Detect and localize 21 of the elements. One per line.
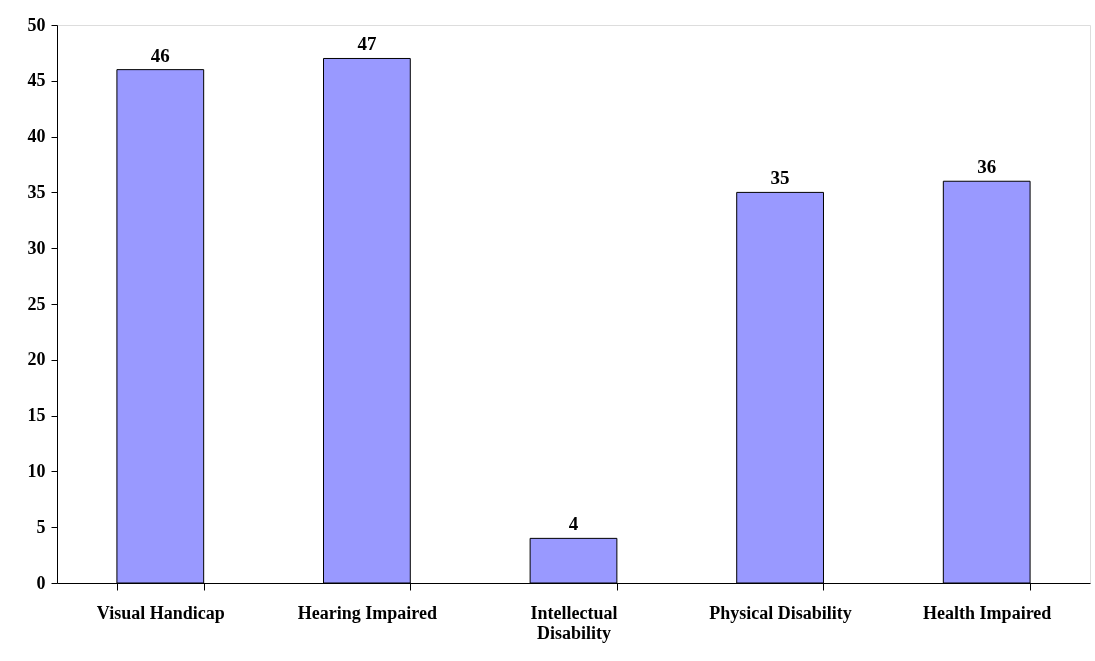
y-tick-label: 40 <box>27 126 46 147</box>
x-tick-label: Intellectual Disability <box>530 602 618 643</box>
data-label: 47 <box>357 33 377 55</box>
y-tick-label: 20 <box>27 349 46 370</box>
y-tick-label: 35 <box>27 181 46 202</box>
data-label: 46 <box>150 44 170 66</box>
x-tick-label: Health Impaired <box>923 602 1052 623</box>
x-tick-label: Physical Disability <box>709 602 852 623</box>
y-tick-label: 0 <box>36 572 46 593</box>
data-label: 35 <box>770 167 790 189</box>
data-label: 36 <box>977 156 997 178</box>
y-tick-label: 25 <box>27 293 46 314</box>
y-tick-label: 50 <box>27 14 46 35</box>
x-tick-label: Hearing Impaired <box>297 602 437 623</box>
y-tick-label: 30 <box>27 237 46 258</box>
data-label: 4 <box>568 513 579 535</box>
y-tick-label: 10 <box>27 460 46 481</box>
y-tick-label: 15 <box>27 405 46 426</box>
x-tick-label: Visual Handicap <box>96 602 225 623</box>
y-tick-label: 45 <box>27 70 46 91</box>
y-tick-label: 5 <box>36 516 46 537</box>
